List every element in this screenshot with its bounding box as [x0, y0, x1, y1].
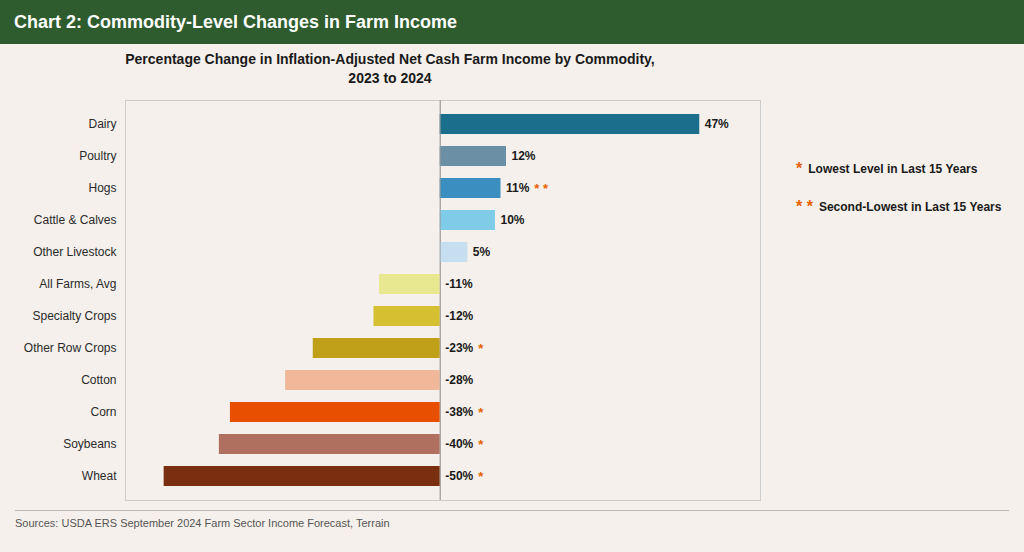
html-text:Chart 2: Commodity-Level Chang: Chart 2: Commodity-Level Changes in Farm… [14, 11, 458, 32]
svg-text:10%: 10% [500, 213, 524, 227]
svg-text:47%: 47% [705, 117, 729, 131]
svg-text:*: * [478, 468, 484, 483]
svg-text:All Farms, Avg: All Farms, Avg [39, 277, 116, 291]
svg-text:-38%: -38% [445, 405, 473, 419]
html-text:* * Second-Lowest in Last 15 Y: * * Second-Lowest in Last 15 Years [796, 197, 1002, 215]
svg-text:12%: 12% [512, 149, 536, 163]
svg-text:-23%: -23% [445, 341, 473, 355]
svg-text:Other Livestock: Other Livestock [33, 245, 117, 259]
svg-text:*: * [478, 340, 484, 355]
svg-text:Other Row Crops: Other Row Crops [24, 341, 117, 355]
html-text:Sources: USDA ERS September 20: Sources: USDA ERS September 2024 Farm Se… [15, 517, 390, 529]
svg-text:Cattle & Calves: Cattle & Calves [34, 213, 117, 227]
svg-text:Specialty Crops: Specialty Crops [32, 309, 116, 323]
svg-text:-28%: -28% [445, 373, 473, 387]
svg-text:*: * [478, 404, 484, 419]
svg-text:Dairy: Dairy [88, 117, 116, 131]
html-text:* Lowest Level in Last 15 Year: * Lowest Level in Last 15 Years [796, 159, 978, 177]
svg-text:Poultry: Poultry [79, 149, 116, 163]
svg-text:11%: 11% [506, 181, 530, 195]
svg-text:*: * [478, 436, 484, 451]
svg-text:Wheat: Wheat [82, 469, 117, 483]
svg-text:-50%: -50% [445, 469, 473, 483]
svg-text:-12%: -12% [445, 309, 473, 323]
svg-text:-11%: -11% [445, 277, 473, 291]
svg-text:Hogs: Hogs [88, 181, 116, 195]
svg-text:Cotton: Cotton [81, 373, 116, 387]
svg-text:-40%: -40% [445, 437, 473, 451]
svg-text:Corn: Corn [90, 405, 116, 419]
html-text:Percentage Change in Inflation: Percentage Change in Inflation-Adjusted … [125, 51, 655, 86]
svg-text:* *: * * [534, 180, 549, 195]
svg-text:5%: 5% [473, 245, 491, 259]
svg-text:Soybeans: Soybeans [63, 437, 116, 451]
